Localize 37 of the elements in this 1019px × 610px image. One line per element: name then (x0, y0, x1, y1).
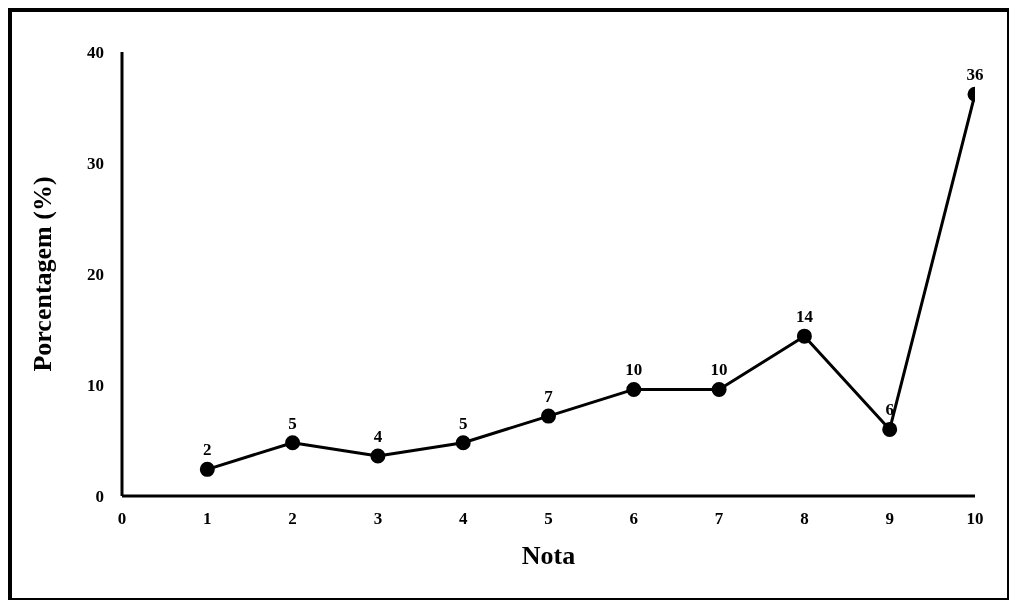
data-label: 10 (625, 360, 643, 380)
y-tick-label: 40 (87, 43, 104, 63)
point (199, 461, 215, 477)
data-label: 4 (373, 427, 383, 447)
data-label: 6 (885, 400, 894, 420)
data-label: 14 (795, 307, 814, 327)
y-axis-title: Porcentagem (%) (28, 176, 58, 372)
data-label: 5 (288, 413, 297, 433)
x-tick-label: 10 (966, 509, 984, 529)
point (882, 421, 898, 437)
data-label: 5 (458, 413, 468, 433)
point (626, 381, 642, 397)
x-tick-label: 4 (458, 509, 468, 529)
point (541, 408, 556, 424)
data-label: 36 (966, 65, 984, 85)
x-axis-title: Nota (521, 541, 576, 570)
data-label: 10 (710, 360, 728, 380)
x-tick-label: 5 (544, 509, 553, 529)
x-tick-label: 2 (288, 509, 297, 529)
x-tick-label: 8 (800, 509, 809, 529)
point (370, 448, 386, 464)
x-tick-label: 7 (714, 509, 724, 529)
x-tick-label: 1 (203, 509, 212, 529)
data-label: 7 (544, 387, 554, 407)
y-tick-label: 10 (87, 376, 104, 396)
point (285, 435, 301, 451)
x-tick-label: 3 (373, 509, 383, 529)
point (796, 328, 812, 344)
point (455, 435, 471, 451)
point (711, 381, 727, 397)
y-tick-label: 0 (95, 487, 104, 507)
x-tick-label: 0 (117, 509, 127, 529)
y-tick-label: 30 (87, 154, 104, 174)
y-tick-label: 20 (87, 265, 104, 285)
data-label: 2 (203, 440, 212, 460)
x-tick-label: 6 (629, 509, 639, 529)
x-tick-label: 9 (885, 509, 894, 529)
